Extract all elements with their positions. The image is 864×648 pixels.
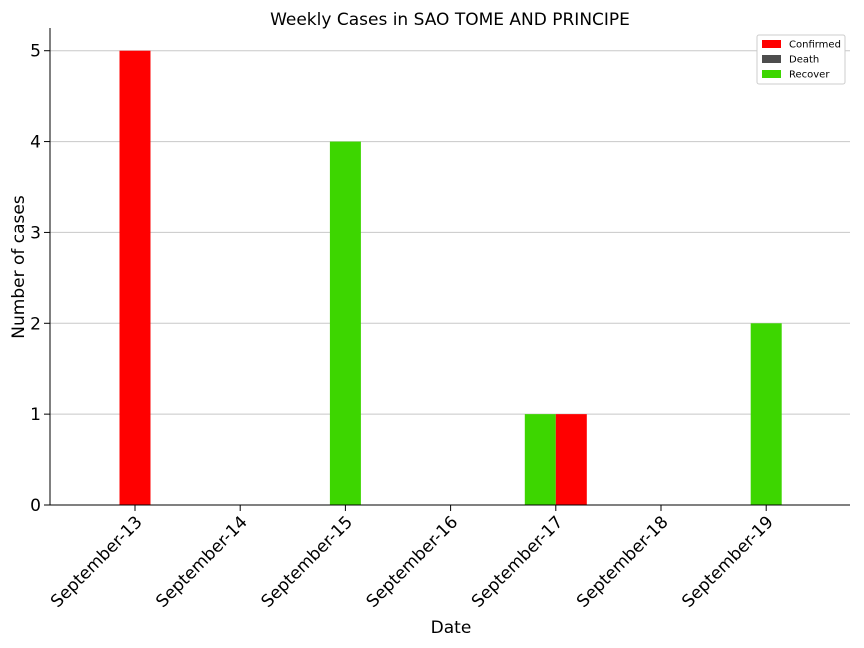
- bar-recover-september-17: [524, 414, 556, 505]
- y-axis-title: Number of cases: [9, 195, 29, 339]
- bar-recover-september-15: [329, 141, 361, 505]
- x-tick-label: September-14: [152, 512, 251, 611]
- grid-lines: [50, 50, 850, 415]
- y-tick-label: 1: [30, 405, 41, 425]
- legend-swatch-death: [762, 55, 781, 63]
- x-tick-label: September-13: [47, 512, 146, 611]
- legend: Confirmed Death Recover: [756, 34, 846, 85]
- bar-confirmed-september-13: [119, 50, 151, 506]
- x-tick-label: September-15: [257, 512, 356, 611]
- legend-label-death: Death: [789, 55, 819, 66]
- legend-swatch-confirmed: [762, 40, 781, 48]
- y-tick-label: 0: [30, 496, 41, 516]
- chart-title: Weekly Cases in SAO TOME AND PRINCIPE: [270, 10, 630, 30]
- x-axis-title: Date: [431, 618, 472, 638]
- x-tick-label: September-17: [468, 512, 567, 611]
- y-tick-label: 4: [30, 133, 41, 153]
- bar-recover-september-19: [750, 323, 782, 505]
- x-tick-label: September-19: [678, 512, 777, 611]
- x-tick-label: September-18: [573, 512, 672, 611]
- y-tick-label: 2: [30, 314, 41, 334]
- y-ticks: 0 1 2 3 4 5: [30, 42, 50, 516]
- bar-confirmed-september-17: [555, 414, 587, 505]
- legend-swatch-recover: [762, 70, 781, 78]
- legend-label-recover: Recover: [789, 70, 830, 81]
- bars: [119, 50, 782, 506]
- legend-label-confirmed: Confirmed: [789, 40, 841, 51]
- y-tick-label: 5: [30, 42, 41, 62]
- axes: [49, 28, 850, 506]
- y-tick-label: 3: [30, 223, 41, 243]
- x-ticks: September-13 September-14 September-15 Sept…: [47, 505, 778, 612]
- x-tick-label: September-16: [363, 512, 462, 611]
